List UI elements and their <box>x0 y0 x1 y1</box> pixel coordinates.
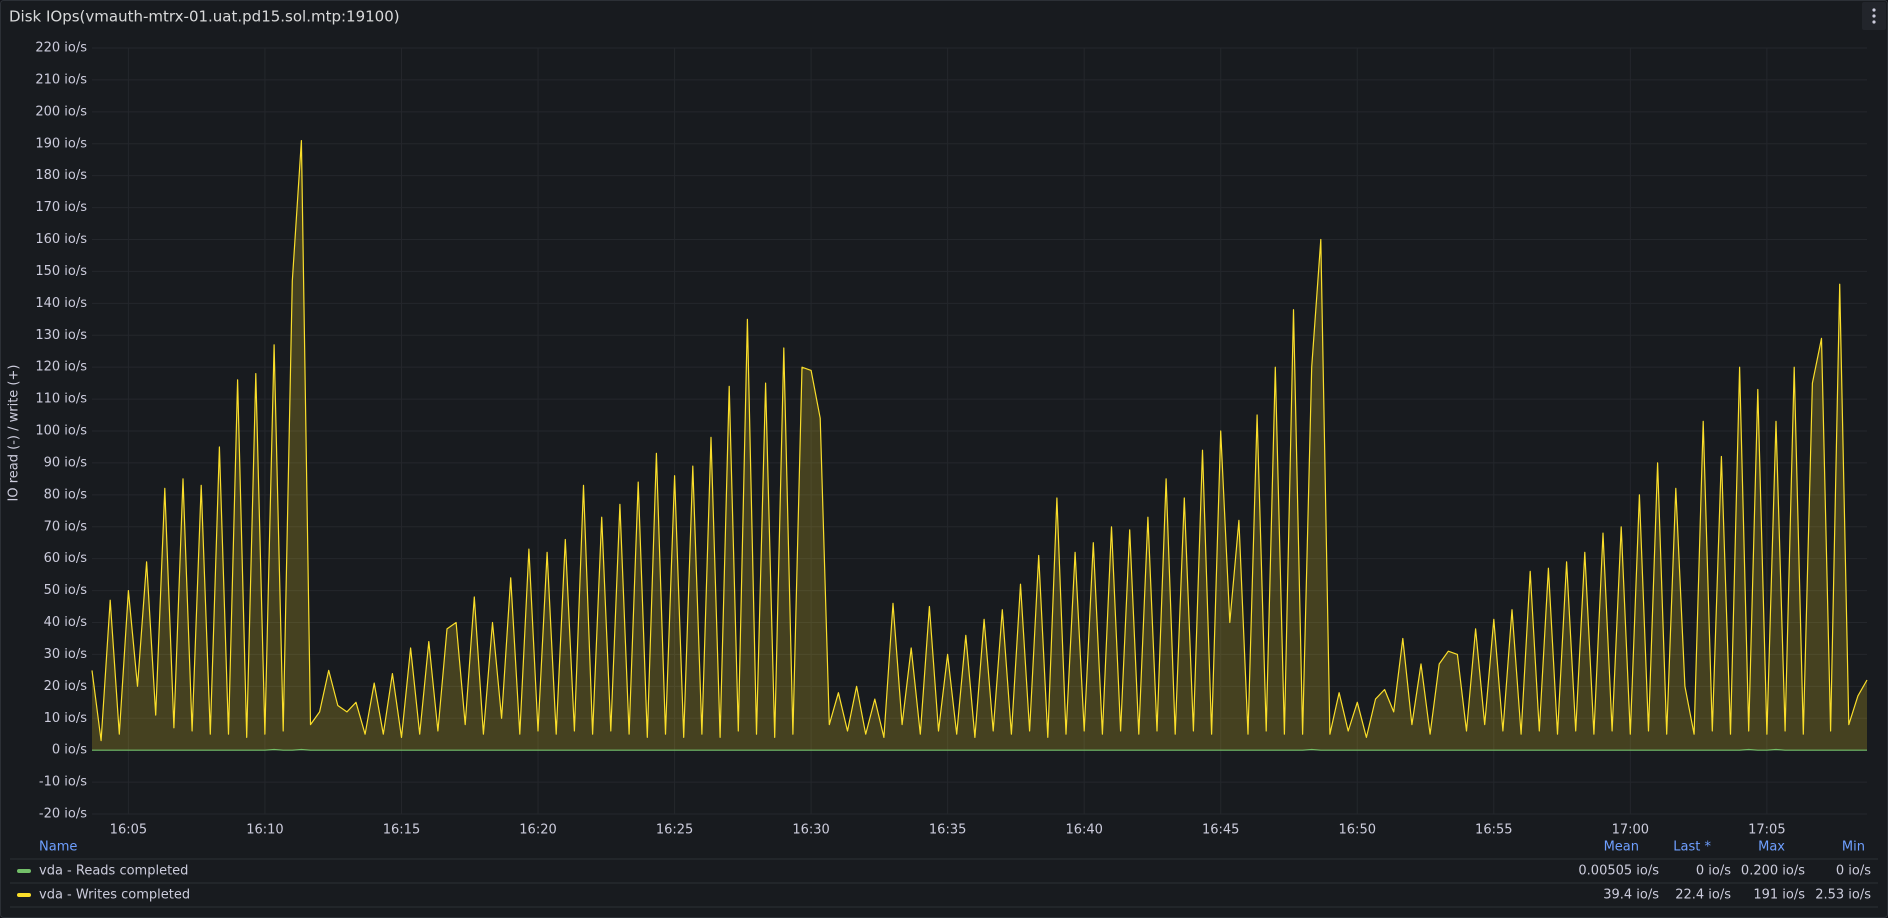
y-tick-label: 60 io/s <box>44 551 88 566</box>
legend-swatch <box>17 869 31 873</box>
x-tick-label: 16:35 <box>929 823 966 838</box>
series-line <box>92 748 1867 751</box>
legend-header: Mean <box>1604 840 1639 855</box>
legend-header: Max <box>1758 840 1785 855</box>
y-tick-label: 210 io/s <box>35 72 87 87</box>
y-tick-label: 70 io/s <box>44 519 88 534</box>
y-tick-label: 170 io/s <box>35 200 87 215</box>
legend-stat: 191 io/s <box>1753 888 1805 903</box>
x-tick-label: 16:55 <box>1475 823 1512 838</box>
x-tick-label: 16:05 <box>110 823 147 838</box>
x-tick-label: 17:05 <box>1748 823 1785 838</box>
y-tick-label: 100 io/s <box>35 424 87 439</box>
y-tick-label: 30 io/s <box>44 647 88 662</box>
legend-swatch <box>17 893 31 897</box>
y-tick-label: 150 io/s <box>35 264 87 279</box>
legend-stat: 2.53 io/s <box>1815 888 1871 903</box>
x-tick-label: 16:20 <box>519 823 556 838</box>
y-tick-label: 200 io/s <box>35 104 87 119</box>
y-tick-label: 180 io/s <box>35 168 87 183</box>
x-tick-label: 16:40 <box>1065 823 1102 838</box>
y-tick-label: 120 io/s <box>35 360 87 375</box>
x-tick-label: 16:45 <box>1202 823 1239 838</box>
legend-header: Last * <box>1673 840 1711 855</box>
y-tick-label: 160 io/s <box>35 232 87 247</box>
x-tick-label: 16:25 <box>656 823 693 838</box>
legend-stat: 22.4 io/s <box>1675 888 1731 903</box>
legend-stat: 39.4 io/s <box>1603 888 1659 903</box>
legend-stat: 0.200 io/s <box>1741 864 1805 879</box>
x-tick-label: 16:30 <box>792 823 829 838</box>
y-tick-label: 220 io/s <box>35 41 87 56</box>
legend-stat: 0 io/s <box>1836 864 1871 879</box>
y-tick-label: 0 io/s <box>52 743 87 758</box>
y-tick-label: -20 io/s <box>39 807 87 822</box>
x-tick-label: 17:00 <box>1612 823 1649 838</box>
legend-header: Name <box>39 840 77 855</box>
menu-icon[interactable] <box>1862 2 1886 30</box>
y-tick-label: 110 io/s <box>35 392 87 407</box>
panel-title: Disk IOps(vmauth-mtrx-01.uat.pd15.sol.mt… <box>9 8 400 26</box>
legend-name: vda - Reads completed <box>39 864 188 879</box>
y-tick-label: 190 io/s <box>35 136 87 151</box>
y-tick-label: 10 io/s <box>44 711 88 726</box>
y-tick-label: 50 io/s <box>44 583 88 598</box>
y-tick-label: 130 io/s <box>35 328 87 343</box>
x-tick-label: 16:15 <box>383 823 420 838</box>
legend-name: vda - Writes completed <box>39 888 190 903</box>
y-tick-label: 90 io/s <box>44 455 88 470</box>
y-axis-label: IO read (-) / write (+) <box>7 365 22 502</box>
x-tick-label: 16:50 <box>1339 823 1376 838</box>
legend-stat: 0 io/s <box>1696 864 1731 879</box>
x-tick-label: 16:10 <box>246 823 283 838</box>
y-tick-label: 80 io/s <box>44 487 88 502</box>
y-tick-label: -10 io/s <box>39 775 87 790</box>
y-tick-label: 40 io/s <box>44 615 88 630</box>
legend-stat: 0.00505 io/s <box>1578 864 1659 879</box>
series-line <box>91 140 1868 742</box>
legend-header: Min <box>1842 840 1865 855</box>
y-tick-label: 140 io/s <box>35 296 87 311</box>
series-area <box>92 140 1867 751</box>
y-tick-label: 20 io/s <box>44 679 88 694</box>
